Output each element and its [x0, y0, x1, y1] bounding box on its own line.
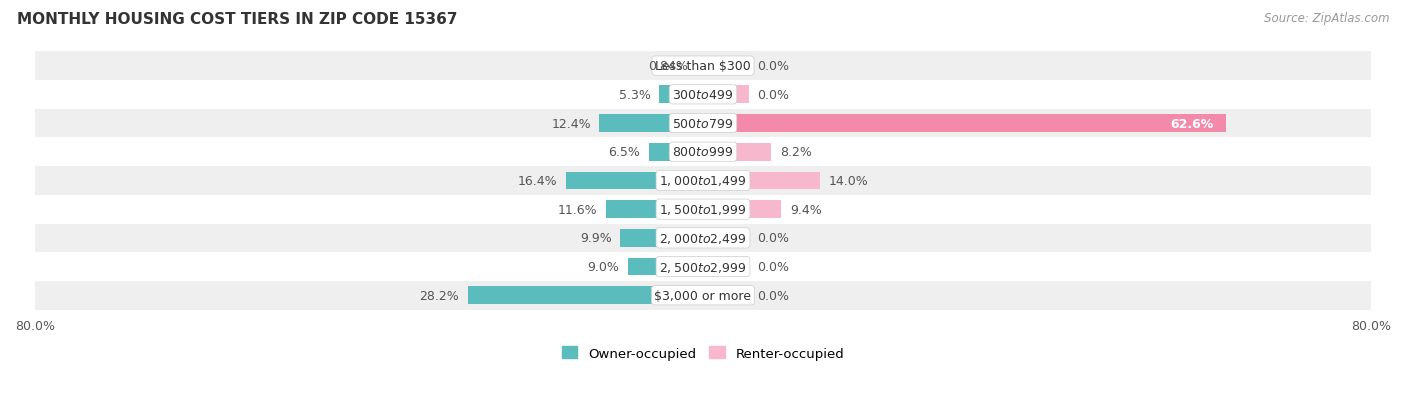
Bar — [35, 224, 1371, 253]
Bar — [35, 52, 1371, 81]
Bar — [35, 109, 1371, 138]
Text: $2,500 to $2,999: $2,500 to $2,999 — [659, 260, 747, 274]
Bar — [703, 86, 749, 104]
Bar — [35, 195, 1371, 224]
Text: 0.0%: 0.0% — [758, 60, 789, 73]
Text: 5.3%: 5.3% — [619, 89, 651, 102]
Bar — [703, 172, 820, 190]
Text: 8.2%: 8.2% — [780, 146, 811, 159]
Text: 0.84%: 0.84% — [648, 60, 688, 73]
Text: $3,000 or more: $3,000 or more — [655, 289, 751, 302]
Bar — [599, 115, 703, 133]
Bar — [567, 172, 703, 190]
Text: $300 to $499: $300 to $499 — [672, 89, 734, 102]
Text: $800 to $999: $800 to $999 — [672, 146, 734, 159]
Text: 62.6%: 62.6% — [1170, 117, 1213, 130]
Text: 16.4%: 16.4% — [517, 175, 558, 188]
Text: 14.0%: 14.0% — [828, 175, 868, 188]
Bar — [696, 57, 703, 75]
Bar — [703, 115, 1226, 133]
Text: 9.0%: 9.0% — [588, 261, 620, 273]
Bar — [35, 281, 1371, 310]
Bar — [35, 81, 1371, 109]
Legend: Owner-occupied, Renter-occupied: Owner-occupied, Renter-occupied — [561, 347, 845, 360]
Text: 0.0%: 0.0% — [758, 89, 789, 102]
Text: $2,000 to $2,499: $2,000 to $2,499 — [659, 231, 747, 245]
Text: $1,000 to $1,499: $1,000 to $1,499 — [659, 174, 747, 188]
Bar — [606, 201, 703, 218]
Bar — [703, 57, 749, 75]
Bar — [35, 167, 1371, 195]
Bar — [468, 287, 703, 304]
Bar — [659, 86, 703, 104]
Text: 9.4%: 9.4% — [790, 203, 821, 216]
Bar — [703, 143, 772, 161]
Text: 0.0%: 0.0% — [758, 261, 789, 273]
Bar — [35, 253, 1371, 281]
Text: $1,500 to $1,999: $1,500 to $1,999 — [659, 203, 747, 217]
Text: 12.4%: 12.4% — [551, 117, 591, 130]
Text: 28.2%: 28.2% — [419, 289, 460, 302]
Bar — [648, 143, 703, 161]
Text: Source: ZipAtlas.com: Source: ZipAtlas.com — [1264, 12, 1389, 25]
Bar — [620, 229, 703, 247]
Bar — [35, 138, 1371, 167]
Bar — [703, 201, 782, 218]
Text: 11.6%: 11.6% — [558, 203, 598, 216]
Text: $500 to $799: $500 to $799 — [672, 117, 734, 130]
Text: 9.9%: 9.9% — [581, 232, 612, 245]
Bar — [703, 229, 749, 247]
Text: 6.5%: 6.5% — [609, 146, 640, 159]
Text: 0.0%: 0.0% — [758, 289, 789, 302]
Text: MONTHLY HOUSING COST TIERS IN ZIP CODE 15367: MONTHLY HOUSING COST TIERS IN ZIP CODE 1… — [17, 12, 457, 27]
Bar — [628, 258, 703, 276]
Text: Less than $300: Less than $300 — [655, 60, 751, 73]
Bar — [703, 287, 749, 304]
Bar — [703, 258, 749, 276]
Text: 0.0%: 0.0% — [758, 232, 789, 245]
